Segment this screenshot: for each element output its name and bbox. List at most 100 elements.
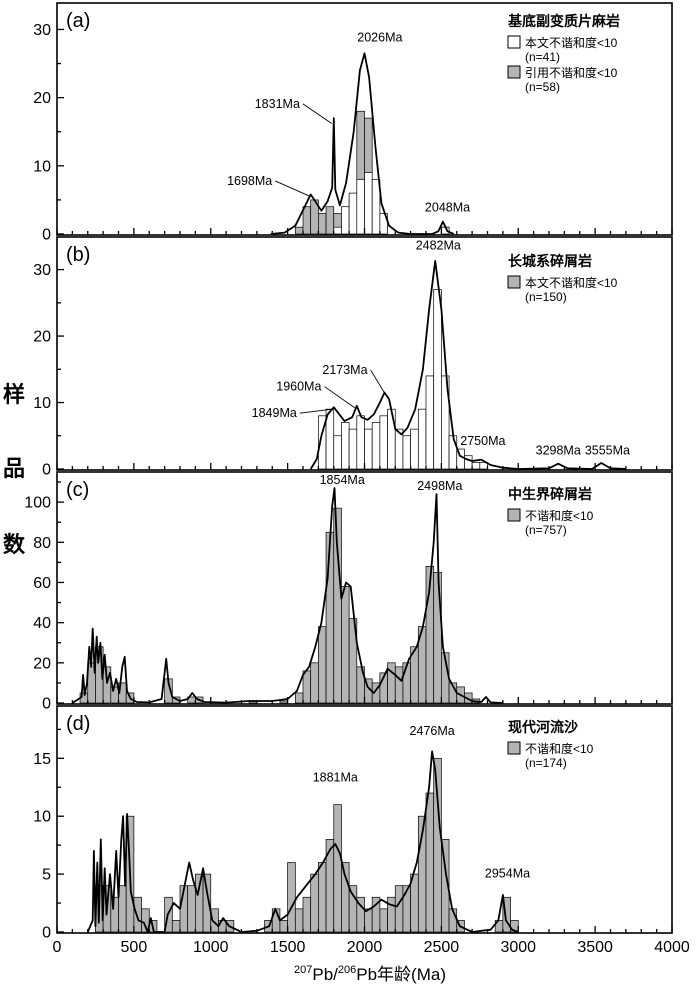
panel-letter: (a) — [66, 10, 90, 32]
histogram-bar-gray — [341, 862, 350, 933]
y-axis-label: 样 品 数 — [3, 382, 26, 557]
x-tick-label: 2500 — [424, 939, 460, 956]
y-tick-label: 5 — [42, 867, 51, 884]
x-tick-label: 3500 — [577, 939, 613, 956]
histogram-bar-white — [348, 428, 358, 470]
histogram-bar-gray — [302, 670, 312, 704]
histogram-bar-gray — [441, 839, 450, 933]
histogram-bar-white — [371, 179, 381, 235]
histogram-bar-gray — [171, 920, 181, 933]
histogram-bar-white — [379, 415, 388, 470]
y-tick-label: 30 — [33, 262, 51, 279]
histogram-bar-gray — [325, 206, 335, 235]
histogram-bar-white — [371, 422, 381, 470]
histogram-bar-gray — [502, 896, 511, 933]
legend-title: 现代河流沙 — [508, 719, 578, 735]
y-tick-label: 30 — [33, 22, 51, 39]
x-tick-label: 1000 — [193, 939, 229, 956]
legend-entry-count: (n=58) — [525, 80, 560, 94]
panel-letter: (b) — [66, 244, 90, 266]
histogram-bar-gray — [433, 572, 442, 704]
x-tick-label: 4000 — [654, 939, 690, 956]
histogram-bar-white — [341, 206, 350, 235]
histogram-bar-white — [425, 375, 435, 470]
histogram-bar-white — [448, 435, 458, 470]
histogram-bar-gray — [302, 896, 312, 933]
histogram-bar-gray — [348, 618, 358, 704]
x-axis-label: 207Pb/206Pb年龄(Ma) — [294, 964, 446, 984]
x-tick-label: 0 — [53, 939, 62, 956]
peak-leader-line — [302, 103, 333, 124]
x-axis-label-rest: Pb年龄(Ma) — [356, 965, 446, 984]
panel-letter: (d) — [66, 713, 90, 735]
histogram-bar-gray — [102, 666, 112, 704]
histogram-bar-gray — [410, 873, 419, 933]
y-tick-label: 10 — [33, 809, 51, 826]
histogram-bar-gray — [318, 213, 327, 235]
histogram-bar-white — [333, 226, 342, 235]
peak-label: 1960Ma — [276, 380, 321, 394]
histogram-bar-white — [417, 408, 427, 470]
y-tick-label: 60 — [33, 575, 51, 592]
y-tick-label: 20 — [33, 655, 51, 672]
histogram-bar-gray — [379, 908, 388, 933]
legend-entry-count: (n=174) — [525, 756, 567, 770]
legend-entry-label: 不谐和度<10 — [525, 741, 594, 756]
histogram-bar-white — [356, 179, 365, 235]
histogram-bar-white — [464, 455, 473, 470]
chart-panels: 0 10 20 30 (a) 2026Ma 1831Ma 1698Ma 2048Ma 基底副变质片… — [24, 2, 690, 956]
histogram-bar-gray — [402, 885, 411, 933]
peak-label: 1698Ma — [227, 174, 272, 188]
histogram-bar-gray — [287, 862, 296, 933]
histogram-bar-gray — [294, 226, 304, 235]
y-axis-label-char: 数 — [3, 532, 26, 557]
y-tick-label: 80 — [33, 535, 51, 552]
histogram-bar-gray — [325, 531, 335, 704]
histogram-bar-gray — [402, 662, 411, 704]
y-tick-label: 0 — [42, 925, 51, 942]
histogram-bar-gray — [195, 873, 204, 933]
kde-curve — [309, 260, 626, 470]
y-tick-label: 15 — [33, 751, 51, 768]
legend-swatch — [507, 65, 521, 79]
y-tick-label: 10 — [33, 395, 51, 412]
histogram-bar-white — [479, 462, 488, 470]
histogram-bar-gray — [318, 862, 327, 933]
legend-swatch — [507, 741, 521, 755]
histogram-bar-gray — [187, 885, 196, 933]
legend-title: 基底副变质片麻岩 — [508, 13, 620, 29]
peak-label: 2750Ma — [460, 434, 505, 448]
panel-c: 0 20 40 60 80 100 (c) 1854Ma 2498Ma 中生界碎屑岩不谐和度<10… — [24, 471, 673, 713]
peak-label: 1854Ma — [320, 473, 365, 487]
histogram-bar-gray — [333, 507, 342, 704]
y-axis-label-char: 品 — [3, 456, 25, 481]
panel-d: 0 5 10 15 (d) 2476Ma 1881Ma 2954Ma 现代河流沙不谐和度<10(… — [33, 705, 673, 942]
histogram-bar-white — [348, 192, 358, 235]
histogram-bar-gray — [310, 662, 319, 704]
histogram-bar-gray — [394, 885, 404, 933]
peak-leader-line — [275, 180, 311, 197]
panel-letter: (c) — [66, 479, 89, 501]
histogram-bar-white — [387, 408, 396, 470]
histogram-bar-white — [410, 428, 419, 470]
legend-entry-label: 本文不谐和度<10 — [525, 35, 618, 50]
histogram-bar-gray — [294, 908, 304, 933]
peak-leader-line — [370, 369, 386, 395]
legend-swatch — [507, 508, 521, 522]
y-tick-label: 100 — [24, 495, 51, 512]
histogram-bar-white — [441, 375, 450, 470]
legend-entry-label: 引用不谐和度<10 — [525, 65, 618, 80]
y-tick-label: 0 — [42, 696, 51, 713]
histogram-bar-gray — [364, 908, 373, 933]
histogram-bar-gray — [279, 700, 288, 704]
legend-title: 中生界碎屑岩 — [508, 486, 592, 502]
y-tick-label: 40 — [33, 615, 51, 632]
histogram-bar-gray — [133, 896, 142, 933]
histogram-bar-white — [402, 435, 411, 470]
histogram-bar-white — [364, 428, 373, 470]
x-tick-label: 2000 — [347, 939, 383, 956]
peak-label: 2954Ma — [485, 867, 530, 881]
histogram-bar-gray — [218, 920, 227, 933]
